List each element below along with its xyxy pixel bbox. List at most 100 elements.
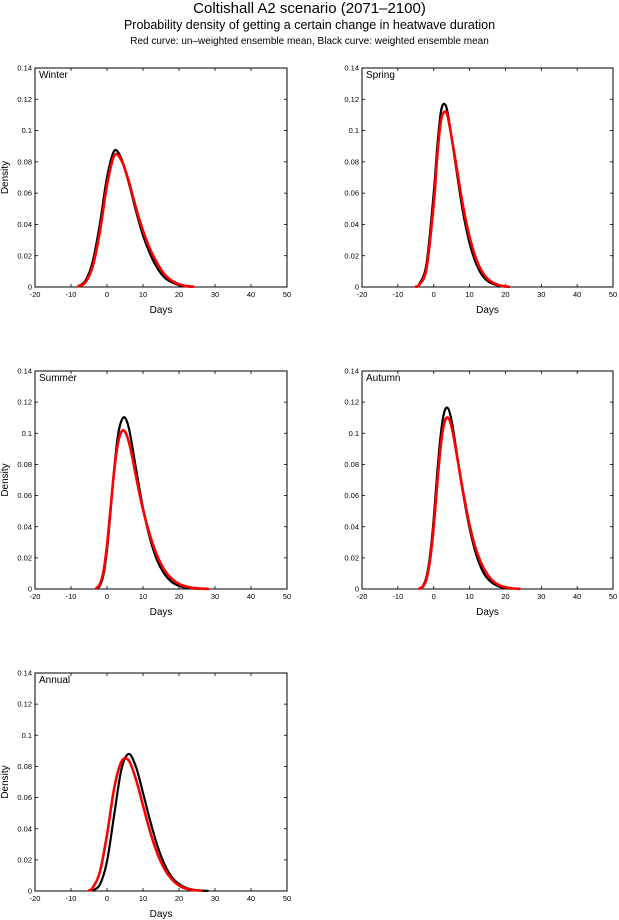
y-tick-label: 0.04 [17, 220, 32, 229]
x-tick-label: 40 [247, 894, 255, 903]
x-tick-label: -20 [357, 290, 368, 299]
panel-label: Autumn [366, 373, 400, 384]
y-tick-label: 0.14 [344, 64, 359, 73]
x-tick-label: 30 [537, 592, 545, 601]
y-tick-label: 0.1 [22, 731, 32, 740]
y-tick-label: 0.08 [17, 157, 32, 166]
y-tick-label: 0.12 [17, 95, 32, 104]
y-tick-label: 0.08 [344, 157, 359, 166]
y-tick-label: 0.02 [17, 855, 32, 864]
x-axis-label: Days [150, 909, 173, 920]
x-tick-label: 50 [283, 894, 291, 903]
x-tick-label: 0 [105, 592, 109, 601]
panel-autumn: -20 -10 0 10 20 30 40 50 0 0.02 0.04 0.06 0.08 0.1 0.1… [344, 367, 617, 618]
y-tick-label: 0.12 [344, 95, 359, 104]
panel-label: Spring [366, 70, 395, 81]
x-tick-label: 10 [465, 290, 473, 299]
y-tick-label: 0 [28, 585, 32, 594]
y-tick-label: 0.06 [17, 491, 32, 500]
panel-label: Winter [39, 70, 69, 81]
y-tick-label: 0.1 [22, 429, 32, 438]
y-tick-label: 0 [28, 283, 32, 292]
panel-winter: -20 -10 0 10 20 30 40 50 0 0.02 0.04 0.06 0.08 0.1 0.1… [0, 64, 291, 316]
weighted-curve [77, 148, 195, 288]
x-tick-label: 30 [211, 290, 219, 299]
plot-frame [34, 672, 288, 892]
panel-label: Summer [39, 373, 77, 384]
y-tick-label: 0.06 [344, 189, 359, 198]
x-tick-label: -20 [30, 592, 41, 601]
panel-summer: -20 -10 0 10 20 30 40 50 0 0.02 0.04 0.06 0.08 0.1 0.1… [0, 367, 291, 618]
x-tick-label: 20 [175, 894, 183, 903]
y-tick-label: 0.1 [22, 126, 32, 135]
y-tick-label: 0.06 [344, 491, 359, 500]
x-tick-label: 30 [211, 894, 219, 903]
x-tick-label: 50 [283, 592, 291, 601]
x-tick-label: 10 [139, 290, 147, 299]
y-axis-label: Density [0, 161, 11, 194]
y-tick-label: 0.14 [17, 669, 32, 678]
y-tick-label: 0.06 [17, 793, 32, 802]
y-tick-label: 0.14 [17, 367, 32, 376]
y-tick-label: 0.04 [17, 522, 32, 531]
plot-frame [34, 67, 288, 288]
x-tick-label: 50 [283, 290, 291, 299]
y-tick-label: 0 [355, 585, 359, 594]
x-tick-label: -10 [66, 290, 77, 299]
y-tick-label: 0.02 [344, 251, 359, 260]
y-tick-label: 0.14 [17, 64, 32, 73]
y-tick-label: 0.08 [17, 460, 32, 469]
unweighted-curve [87, 756, 202, 892]
x-tick-label: 10 [139, 592, 147, 601]
x-tick-label: 10 [139, 894, 147, 903]
x-tick-label: -20 [30, 894, 41, 903]
weighted-curve [95, 416, 209, 591]
y-tick-label: 0.02 [17, 553, 32, 562]
panel-spring: -20 -10 0 10 20 30 40 50 0 0.02 0.04 0.06 0.08 0.1 0.1… [344, 64, 617, 316]
x-tick-label: 50 [609, 290, 617, 299]
x-tick-label: 20 [175, 290, 183, 299]
x-tick-label: 0 [432, 290, 436, 299]
x-tick-label: 40 [573, 592, 581, 601]
x-tick-label: 40 [573, 290, 581, 299]
x-axis-label: Days [150, 607, 173, 618]
panel-annual: -20 -10 0 10 20 30 40 50 0 0.02 0.04 0.06 0.08 0.1 0.1… [0, 669, 291, 920]
x-tick-label: 0 [105, 290, 109, 299]
x-tick-label: 30 [211, 592, 219, 601]
y-tick-label: 0.02 [17, 251, 32, 260]
x-tick-label: 20 [501, 592, 509, 601]
x-tick-label: 40 [247, 592, 255, 601]
y-tick-label: 0.12 [17, 398, 32, 407]
unweighted-curve [418, 416, 522, 591]
y-axis-label: Density [0, 765, 11, 798]
x-tick-label: -10 [66, 592, 77, 601]
figure-title: Coltishall A2 scenario (2071–2100) [193, 0, 426, 17]
x-tick-label: -20 [357, 592, 368, 601]
y-tick-label: 0.04 [344, 522, 359, 531]
y-tick-label: 0.12 [344, 398, 359, 407]
x-tick-label: 0 [432, 592, 436, 601]
y-axis-label: Density [0, 463, 11, 496]
x-tick-label: -10 [392, 592, 403, 601]
x-tick-label: 20 [501, 290, 509, 299]
y-tick-label: 0 [28, 887, 32, 896]
x-axis-label: Days [150, 305, 173, 316]
plot-frame [34, 370, 288, 590]
y-tick-label: 0.04 [17, 824, 32, 833]
x-axis-label: Days [476, 607, 499, 618]
y-tick-label: 0.04 [344, 220, 359, 229]
x-tick-label: -10 [392, 290, 403, 299]
x-tick-label: 50 [609, 592, 617, 601]
figure-subtitle: Probability density of getting a certain… [123, 18, 496, 32]
figure-legend-note: Red curve: un–weighted ensemble mean, Bl… [130, 36, 489, 47]
unweighted-curve [414, 110, 511, 289]
y-tick-label: 0.12 [17, 700, 32, 709]
y-tick-label: 0.1 [349, 126, 359, 135]
x-tick-label: 20 [175, 592, 183, 601]
x-tick-label: 40 [247, 290, 255, 299]
unweighted-curve [76, 152, 195, 288]
y-tick-label: 0 [355, 283, 359, 292]
y-tick-label: 0.08 [17, 762, 32, 771]
y-tick-label: 0.02 [344, 553, 359, 562]
